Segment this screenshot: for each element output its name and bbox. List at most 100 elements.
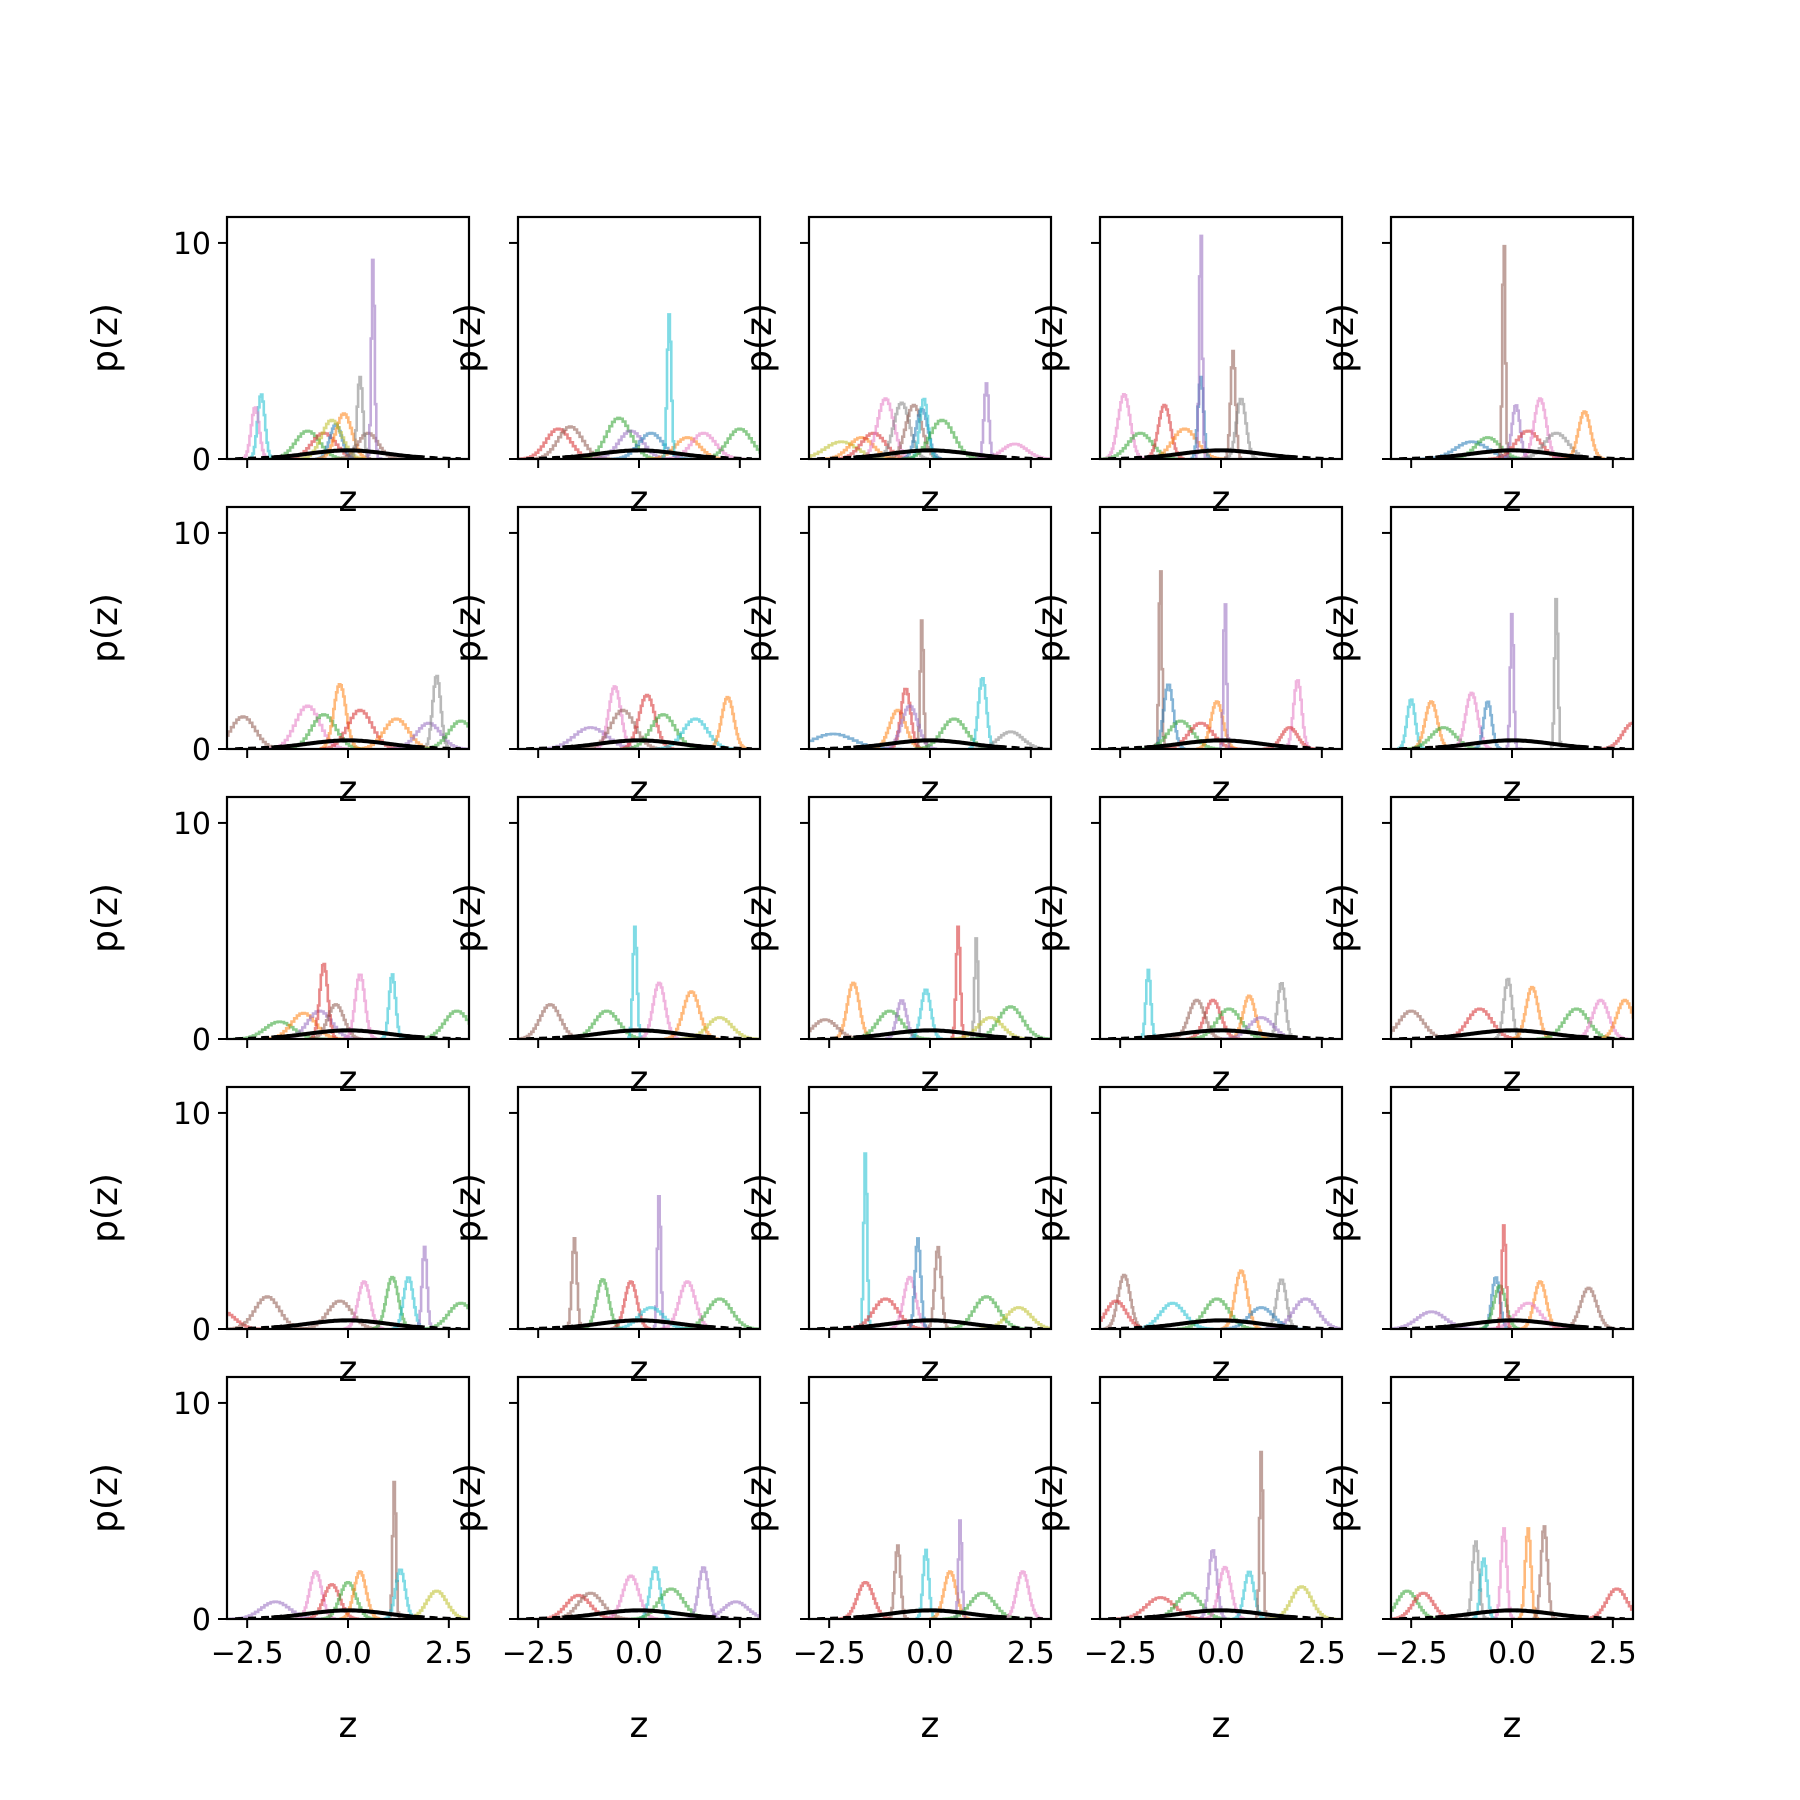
histogram-series <box>320 1581 376 1619</box>
histogram-series <box>610 1280 652 1329</box>
panel-frame <box>1098 1085 1344 1331</box>
histogram-series <box>320 708 402 749</box>
panel-r3-c4: z p(z) <box>1321 1085 1635 1390</box>
histogram-series <box>518 1003 585 1039</box>
x-axis-label: z <box>630 1705 649 1746</box>
panel-plot-area <box>1100 1269 1342 1329</box>
x-tick-label: 0.0 <box>324 1636 372 1671</box>
panel-plot-area <box>235 258 461 459</box>
panel-frame <box>1389 1085 1635 1331</box>
y-axis-label: p(z) <box>739 593 780 663</box>
y-axis-label: p(z) <box>1321 883 1362 953</box>
histogram-series <box>1517 1527 1540 1619</box>
reference-curve-solid <box>271 1028 425 1039</box>
panel-r4-c2: −2.5 0.0 2.5 z p(z) <box>739 1375 1055 1746</box>
histogram-series <box>887 1544 910 1619</box>
reference-curve-solid <box>853 448 1007 459</box>
histogram-series <box>1189 1007 1271 1039</box>
x-axis-label: z <box>1212 1705 1231 1746</box>
panel-plot-area <box>1399 244 1625 459</box>
histogram-series <box>316 412 372 459</box>
panel-plot-area <box>526 685 752 749</box>
y-axis-label: p(z) <box>85 1173 126 1243</box>
panel-plot-area <box>1108 968 1334 1039</box>
x-axis-label: z <box>1212 479 1231 520</box>
panel-r2-c4: z p(z) <box>1321 795 1635 1100</box>
y-axis-label: p(z) <box>448 1173 489 1243</box>
panel-r3-c1: z p(z) <box>448 1085 762 1390</box>
histogram-series <box>1267 982 1296 1039</box>
x-tick-label: 2.5 <box>1298 1636 1346 1671</box>
panel-frame <box>225 795 471 1041</box>
panel-frame <box>1098 795 1344 1041</box>
x-axis-label: z <box>339 1349 358 1390</box>
x-tick-label: −2.5 <box>1084 1636 1157 1671</box>
histogram-series <box>858 397 914 459</box>
histogram-series <box>1505 612 1524 749</box>
histogram-series <box>909 988 943 1039</box>
x-axis-label: z <box>1503 479 1522 520</box>
panel-plot-area <box>1391 1224 1625 1329</box>
y-axis-label: p(z) <box>739 1463 780 1533</box>
x-tick-label: 2.5 <box>1007 1636 1055 1671</box>
x-tick-label: 2.5 <box>716 1636 764 1671</box>
reference-curve-solid <box>1144 1028 1298 1039</box>
panel-r4-c3: −2.5 0.0 2.5 z p(z) <box>1030 1375 1346 1746</box>
histogram-series <box>1464 1540 1490 1619</box>
histogram-series <box>686 1566 721 1619</box>
panel-frame <box>225 1085 471 1331</box>
panel-plot-area <box>518 925 760 1039</box>
x-axis-label: z <box>921 769 940 810</box>
histogram-series <box>1100 431 1182 459</box>
panel-plot-area <box>1391 977 1633 1039</box>
y-axis-label: p(z) <box>448 593 489 663</box>
histogram-series <box>838 1581 893 1619</box>
x-tick-label: 2.5 <box>425 1636 473 1671</box>
y-axis-label: p(z) <box>1321 1463 1362 1533</box>
x-axis-label: z <box>921 1059 940 1100</box>
panel-r1-c3: z p(z) <box>1030 505 1344 810</box>
panel-frame <box>1098 215 1344 461</box>
histogram-series <box>339 1570 381 1619</box>
histogram-series <box>1002 1570 1044 1619</box>
histogram-series <box>308 1003 364 1039</box>
y-axis-label: p(z) <box>85 883 126 953</box>
x-tick-label: −2.5 <box>1375 1636 1448 1671</box>
reference-curve-solid <box>853 1318 1007 1329</box>
histogram-series <box>902 418 984 459</box>
panel-frame <box>807 505 1053 751</box>
x-axis-label: z <box>921 479 940 520</box>
x-axis-label: z <box>1503 1705 1522 1746</box>
panel-plot-area <box>1391 1525 1633 1619</box>
histogram-series <box>953 1519 967 1619</box>
x-axis-label: z <box>339 1705 358 1746</box>
reference-curve-solid <box>271 1608 425 1619</box>
histogram-series <box>565 1237 584 1329</box>
histogram-series <box>415 1245 434 1329</box>
reference-curve-solid <box>1435 448 1589 459</box>
panel-plot-area <box>227 674 469 749</box>
x-axis-label: z <box>921 1349 940 1390</box>
histogram-series <box>1139 968 1158 1039</box>
histogram-series <box>950 925 966 1039</box>
histogram-series <box>422 674 451 749</box>
panel-r4-c1: −2.5 0.0 2.5 z p(z) <box>448 1375 764 1746</box>
y-tick-label: 0 <box>192 1313 211 1348</box>
histogram-series <box>349 375 372 459</box>
y-axis-label: p(z) <box>739 303 780 373</box>
histogram-series <box>1498 244 1513 459</box>
histogram-series <box>699 427 760 459</box>
histogram-series <box>1583 1587 1633 1619</box>
panel-plot-area <box>526 1566 760 1619</box>
panel-r2-c3: z p(z) <box>1030 795 1344 1100</box>
x-axis-label: z <box>630 479 649 520</box>
reference-curve-solid <box>1144 738 1298 749</box>
panel-r3-c3: z p(z) <box>1030 1085 1344 1390</box>
y-tick-label: 0 <box>192 733 211 768</box>
reference-curve-solid <box>271 448 425 459</box>
reference-curve-solid <box>1435 1318 1589 1329</box>
histogram-series <box>366 258 383 459</box>
reference-curve-solid <box>271 738 425 749</box>
histogram-series <box>1488 1301 1570 1329</box>
x-tick-label: −2.5 <box>502 1636 575 1671</box>
